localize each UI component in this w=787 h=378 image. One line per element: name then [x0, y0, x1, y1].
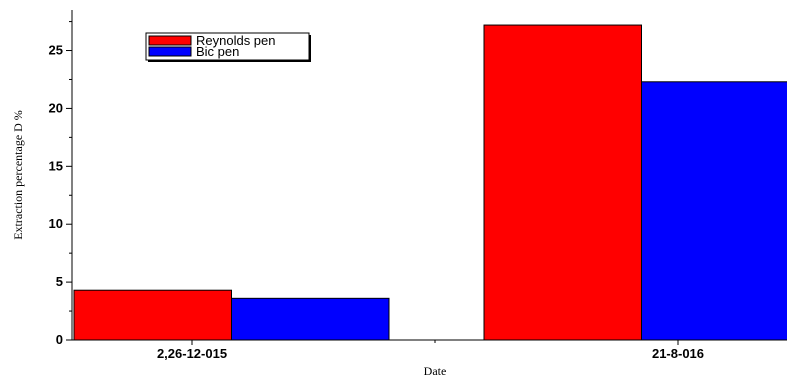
x-tick-label: 2,26-12-015	[157, 346, 227, 361]
x-tick-label: 21-8-016	[652, 346, 704, 361]
legend-swatch	[148, 46, 192, 57]
x-axis-title: Date	[424, 364, 447, 378]
legend-label: Bic pen	[196, 44, 239, 59]
bars-group	[73, 24, 787, 341]
y-tick-label: 10	[49, 216, 63, 231]
x-ticks-group: 2,26-12-015 21-8-016	[157, 340, 704, 361]
y-tick-label: 0	[56, 332, 63, 347]
y-tick-label: 5	[56, 274, 63, 289]
y-axis-title: Extraction percentage D %	[11, 110, 25, 240]
bar-reynolds-pen-0	[73, 289, 232, 341]
bar-reynolds-pen-1	[483, 24, 642, 341]
y-ticks-group: 0 5 10 15 20 25	[49, 21, 72, 347]
legend-swatch	[148, 35, 192, 46]
bar-bic-pen-0	[231, 297, 390, 341]
y-tick-label: 25	[49, 43, 63, 58]
y-tick-label: 15	[49, 158, 63, 173]
bar-bic-pen-1	[641, 81, 787, 341]
legend-label: Reynolds pen	[196, 33, 276, 48]
y-tick-label: 20	[49, 100, 63, 115]
